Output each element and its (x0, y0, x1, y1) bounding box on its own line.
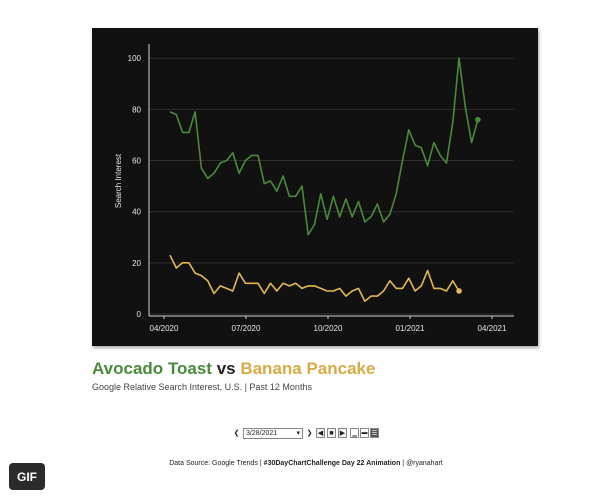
footer-prefix: Data Source: Google Trends | (169, 460, 264, 467)
y-tick-label: 20 (132, 259, 141, 268)
speed-fast-button[interactable]: ☰ (370, 428, 379, 438)
chevron-left-icon: ❮ (233, 429, 240, 437)
series-line-avocado-toast (169, 57, 479, 236)
chart-title-block: Avocado Toast vs Banana Pancake Google R… (92, 359, 375, 392)
y-tick-label: 40 (132, 208, 141, 217)
x-tick-label: 07/2020 (232, 324, 261, 333)
footer-suffix: | @ryanahart (400, 460, 443, 467)
date-select[interactable]: 3/28/2021 ▾ (243, 427, 303, 439)
y-tick-label: 0 (137, 310, 142, 319)
speed-slow-button[interactable]: ▁ (350, 428, 359, 438)
speed-controls: ▁ ▬ ☰ (350, 428, 379, 438)
y-tick-label: 80 (132, 105, 141, 114)
chevron-right-icon: ❯ (306, 429, 313, 437)
x-tick-label: 04/2020 (150, 324, 179, 333)
date-select-value: 3/28/2021 (246, 429, 278, 437)
play-button[interactable]: ▶ (338, 428, 347, 438)
play-icon: ▶ (339, 429, 346, 437)
series-end-point-banana-pancake (456, 288, 462, 294)
x-tick-label: 10/2020 (314, 324, 343, 333)
footer-credits: Data Source: Google Trends | #30DayChart… (0, 460, 612, 467)
chart-title: Avocado Toast vs Banana Pancake (92, 359, 375, 379)
stop-icon: ■ (329, 429, 334, 437)
stop-button[interactable]: ■ (327, 428, 336, 438)
gif-badge: GIF (9, 463, 45, 490)
title-vs: vs (211, 359, 241, 378)
y-tick-label: 100 (128, 54, 142, 63)
play-reverse-button[interactable]: ◀ (316, 428, 325, 438)
next-date-button[interactable]: ❯ (305, 428, 314, 438)
prev-date-button[interactable]: ❮ (232, 428, 241, 438)
play-reverse-icon: ◀ (317, 429, 324, 437)
chart-subtitle: Google Relative Search Interest, U.S. | … (92, 382, 312, 392)
line-chart: 0 20 40 60 80 100 Search Interest 04/2020 07/202… (114, 44, 514, 333)
animation-player: ❮ 3/28/2021 ▾ ❯ ◀ ■ ▶ ▁ ▬ ☰ (232, 427, 379, 439)
chevron-down-icon: ▾ (296, 430, 300, 437)
speed-medium-button[interactable]: ▬ (360, 428, 369, 438)
x-tick-label: 01/2021 (396, 324, 425, 333)
y-tick-label: 60 (132, 157, 141, 166)
footer-hashtag: #30DayChartChallenge Day 22 Animation (263, 460, 401, 467)
y-axis-label: Search Interest (114, 153, 123, 208)
title-series2: Banana Pancake (240, 359, 376, 378)
series-line-banana-pancake (169, 254, 460, 303)
title-series1: Avocado Toast (92, 359, 212, 378)
series-end-point-avocado-toast (475, 116, 481, 123)
x-tick-label: 04/2021 (478, 324, 507, 333)
chart-panel: 0 20 40 60 80 100 Search Interest 04/2020 07/202… (92, 28, 538, 346)
